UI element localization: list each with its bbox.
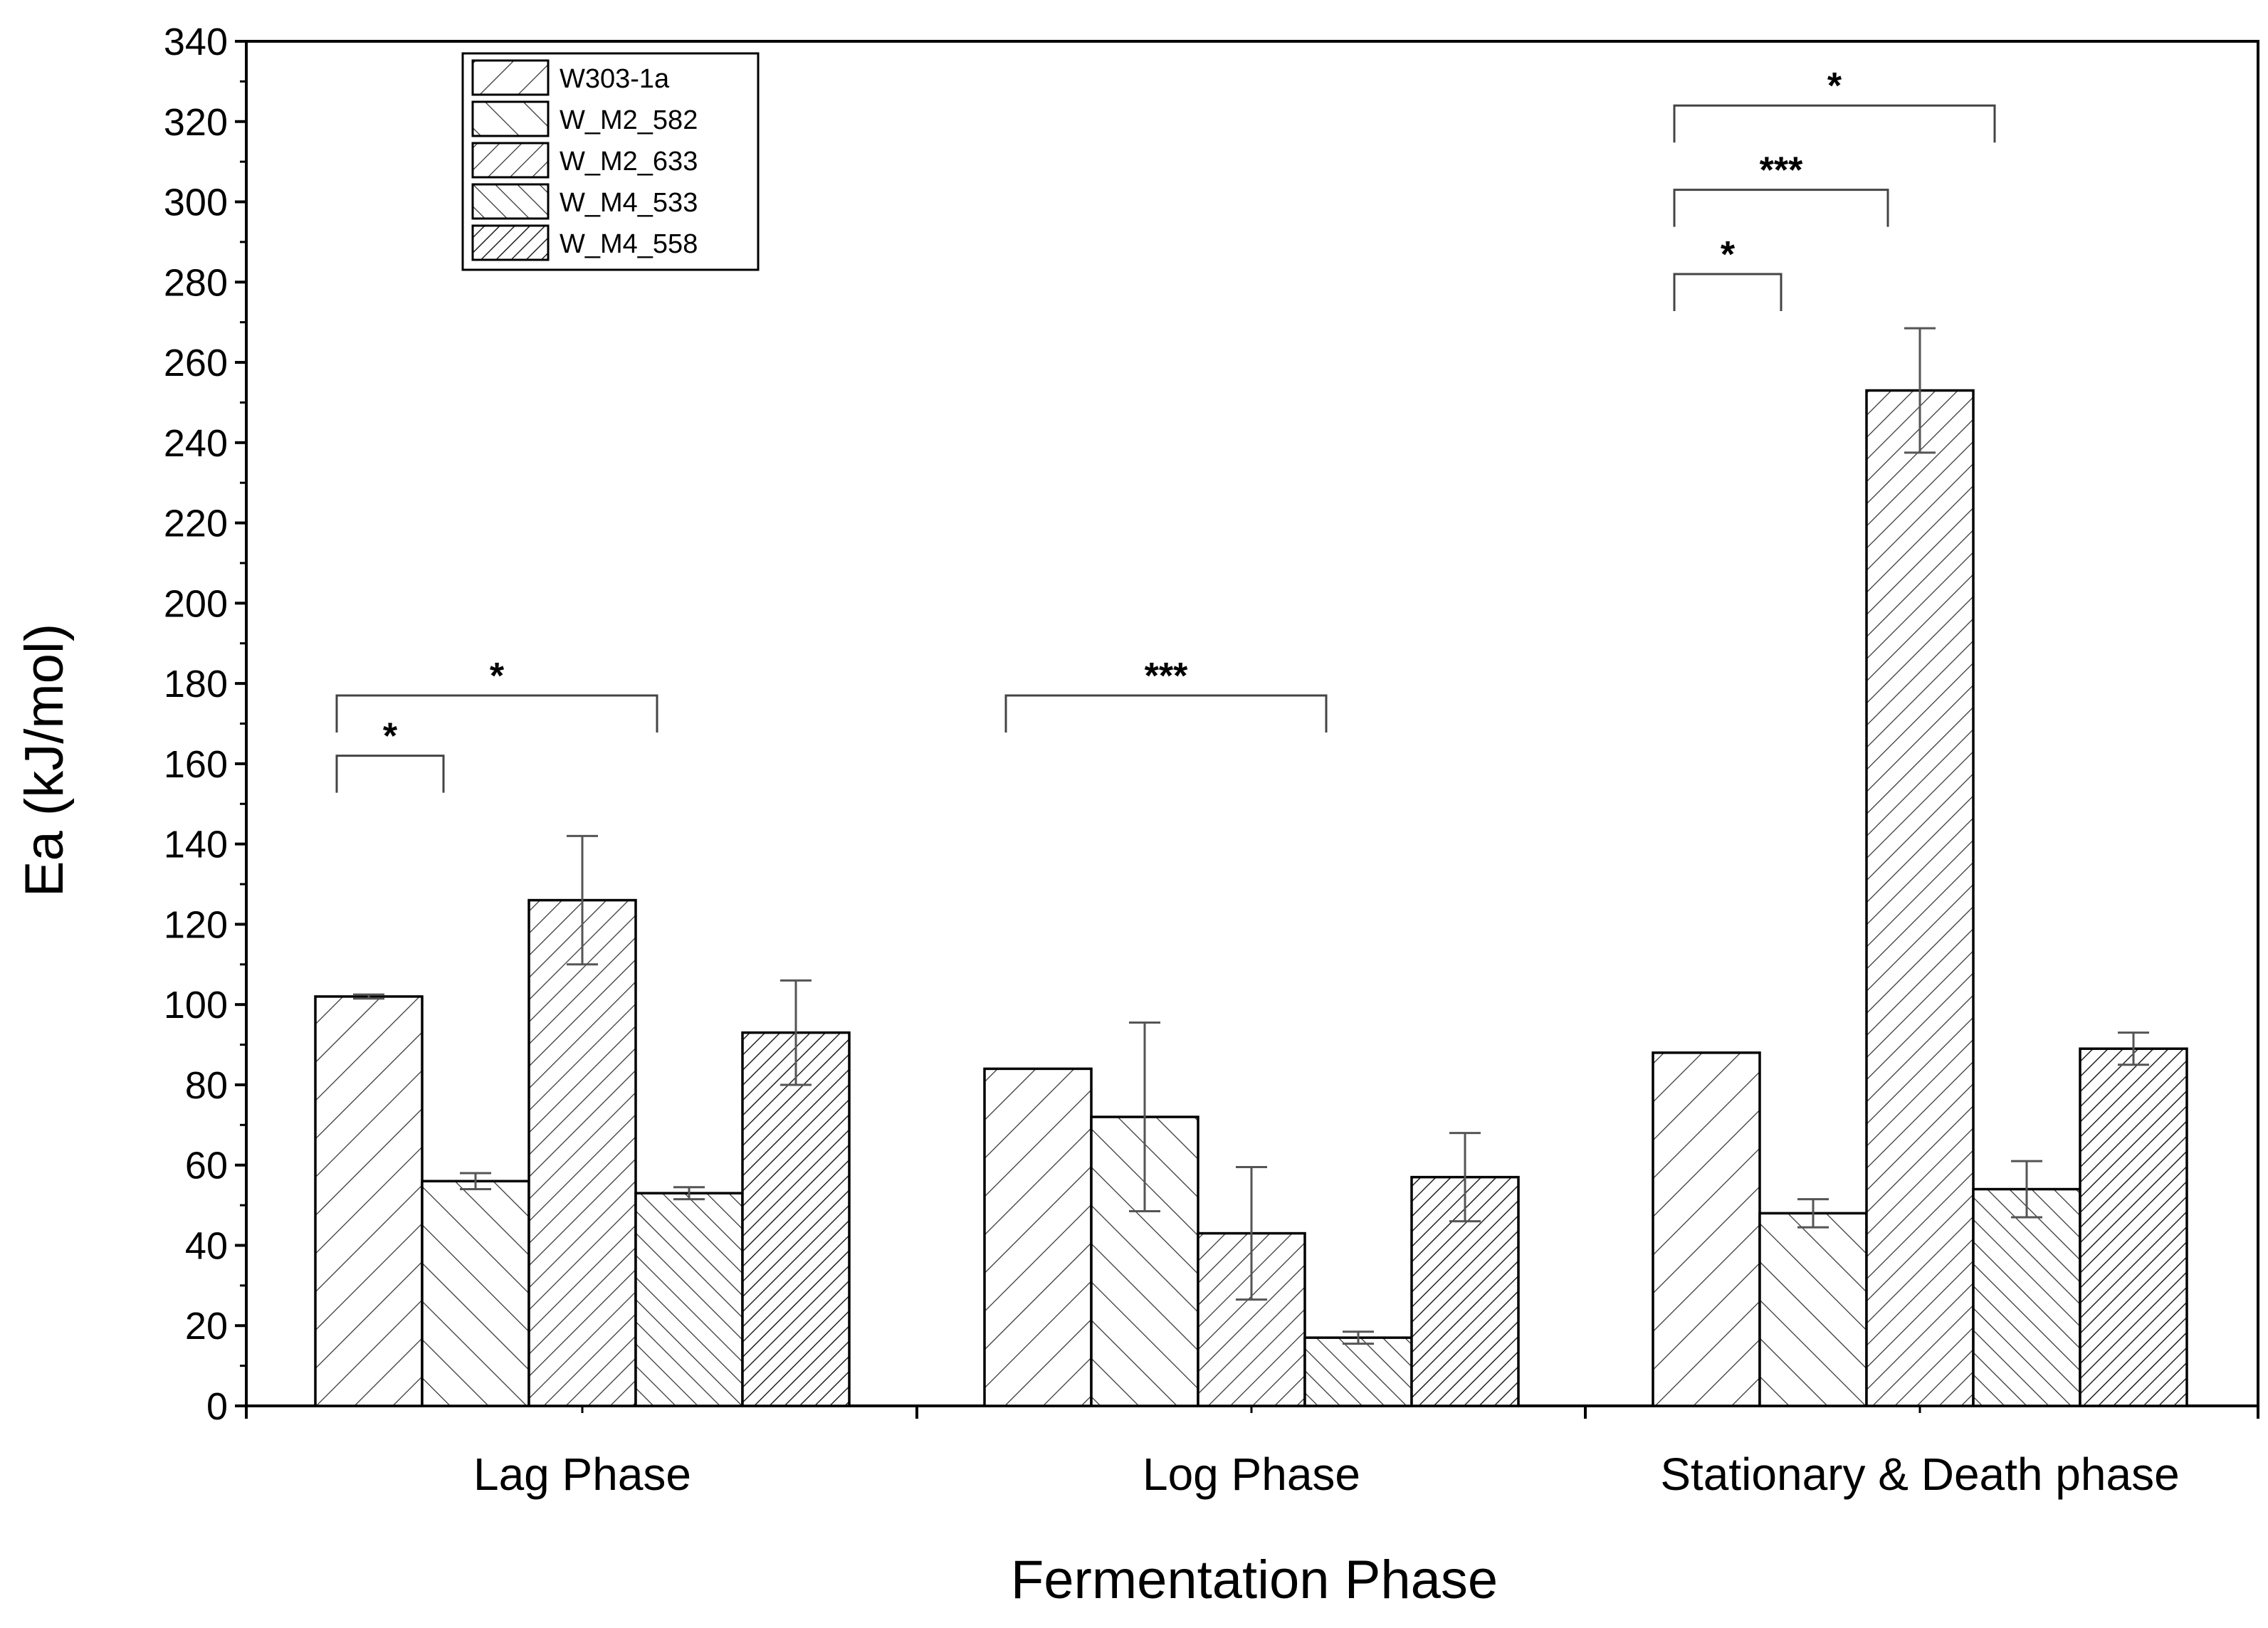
y-axis: 0 20 40 60 80 100 120 140 160 180 200 220 240 260 280 3… [164,21,246,1428]
legend-label: W303-1a [560,64,670,94]
y-tick-label: 120 [164,903,228,946]
legend-swatch [471,183,550,220]
y-tick-label: 0 [206,1385,228,1428]
legend-label: W_M2_633 [560,147,698,177]
significance-bracket [1673,273,1783,312]
legend-label: W_M2_582 [560,105,698,135]
y-tick-label: 260 [164,342,228,384]
legend: W303-1a W_M2_582 W_M2_633 W_M4_533 W_M4_558 [461,52,760,271]
y-tick-label: 220 [164,503,228,545]
legend-label: W_M4_558 [560,229,698,259]
significance-label: * [383,716,398,757]
y-tick-label: 160 [164,743,228,786]
x-axis: Lag Phase Log Phase Stationary & Death pha… [245,1406,2259,1500]
bar [1652,1051,1761,1407]
bar [1758,1212,1868,1407]
y-tick-label: 60 [185,1145,228,1187]
legend-swatch [471,142,550,179]
significance-bracket [335,755,445,793]
significance-bracket [1673,189,1889,227]
significance-label: *** [1145,656,1188,697]
y-tick-label: 240 [164,422,228,465]
legend-swatch [471,224,550,261]
significance-brackets: ** ******** [335,65,1996,793]
bar [1303,1336,1413,1407]
bar [1865,389,1975,1407]
significance-bracket [335,694,658,733]
y-tick-label: 300 [164,182,228,224]
y-tick-label: 80 [185,1064,228,1107]
y-tick-label: 340 [164,21,228,63]
legend-swatch [471,100,550,137]
y-tick-label: 180 [164,663,228,705]
bar [527,898,637,1407]
significance-label: * [490,656,505,697]
x-axis-title: Fermentation Phase [1011,1550,1498,1610]
y-tick-label: 100 [164,984,228,1026]
legend-label: W_M4_533 [560,188,698,218]
significance-label: *** [1760,150,1803,191]
y-tick-label: 140 [164,824,228,866]
y-axis-title: Ea (kJ/mol) [14,624,75,897]
significance-bracket [1673,104,1996,143]
significance-label: * [1721,234,1736,275]
y-tick-label: 280 [164,261,228,304]
y-tick-label: 200 [164,582,228,625]
bar [741,1031,851,1407]
x-category-label: Stationary & Death phase [1660,1449,2179,1500]
significance-label: * [1827,65,1842,107]
bar [314,995,424,1407]
y-tick-label: 320 [164,101,228,144]
x-category-label: Lag Phase [473,1449,691,1500]
bar [1972,1187,2081,1407]
significance-bracket [1004,694,1328,733]
y-tick-label: 20 [185,1305,228,1348]
bar-series-group [314,389,2188,1407]
bar [2079,1047,2188,1407]
bar [983,1067,1093,1407]
x-category-label: Log Phase [1143,1449,1360,1500]
y-tick-label: 40 [185,1224,228,1267]
legend-swatch [471,59,550,96]
error-bars-group [353,327,2149,1345]
bar [634,1192,744,1407]
bar [421,1180,530,1407]
